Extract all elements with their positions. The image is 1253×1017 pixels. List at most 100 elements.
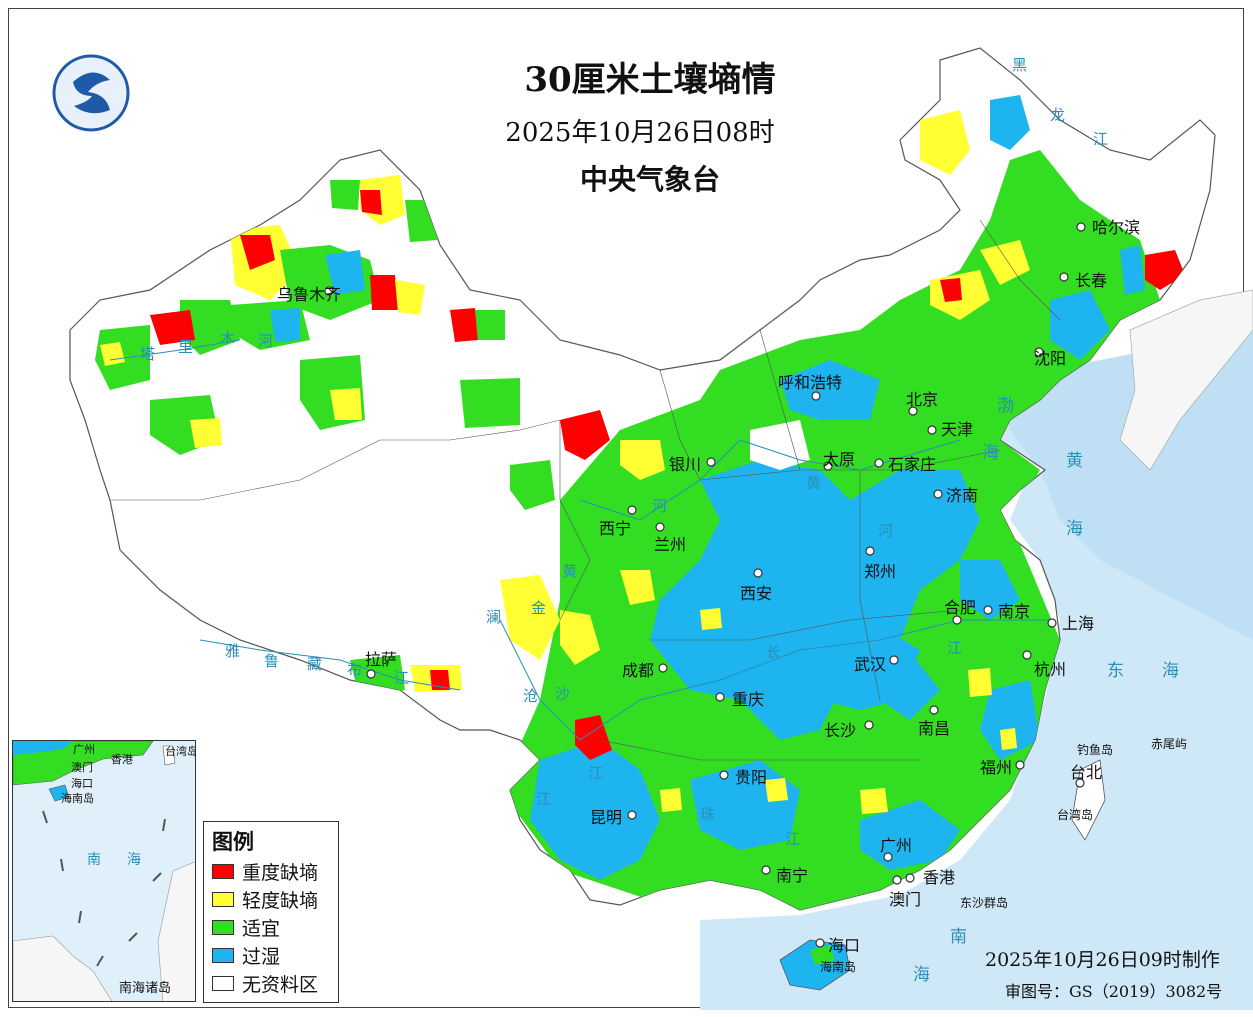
city-shijiazhuang: 石家庄 xyxy=(888,455,937,474)
hainan-suitable xyxy=(810,945,835,965)
inset-hainan: 海南岛 xyxy=(61,792,94,805)
city-macao: 澳门 xyxy=(889,890,922,909)
map-agency: 中央气象台 xyxy=(579,163,720,196)
city-shenyang: 沈阳 xyxy=(1034,349,1067,368)
city-urumqi: 乌鲁木齐 xyxy=(277,285,342,304)
river-jinsha-3: 江 xyxy=(588,764,604,782)
river-yarlung-4: 布 xyxy=(347,661,363,679)
city-hangzhou: 杭州 xyxy=(1034,660,1067,679)
river-heilong-3: 江 xyxy=(1093,130,1109,148)
island-taiwan: 台湾岛 xyxy=(1057,808,1094,822)
drought-light-xj3 xyxy=(395,280,425,315)
city-nanchang: 南昌 xyxy=(918,719,951,738)
drought-light-xj5 xyxy=(100,342,125,366)
legend-swatch-light xyxy=(212,891,234,907)
legend-item-severe: 重度缺墒 xyxy=(212,859,319,884)
river-tarim-1: 塔 xyxy=(140,345,156,363)
legend-swatch-nodata xyxy=(212,975,234,991)
city-changsha: 长沙 xyxy=(824,721,857,740)
city-chongqing: 重庆 xyxy=(732,690,765,709)
island-diaoyu: 钓鱼岛 xyxy=(1077,743,1114,757)
city-nanning: 南宁 xyxy=(776,866,809,885)
city-yinchuan: 银川 xyxy=(669,455,702,474)
drought-light-xj9 xyxy=(330,388,362,420)
inset-sea-1: 南 xyxy=(87,852,101,868)
river-tarim-2: 里 xyxy=(178,338,194,356)
drought-light-ne1 xyxy=(920,110,970,175)
overwet-xj2 xyxy=(270,308,300,342)
map-datetime: 2025年10月26日08时 xyxy=(505,118,775,148)
overwet-north xyxy=(780,360,880,420)
city-lhasa: 拉萨 xyxy=(365,650,398,669)
sea-nanhai-1: 南 xyxy=(950,927,967,947)
island-chiwei: 赤尾屿 xyxy=(1151,737,1188,751)
river-yangtze-1: 长 xyxy=(766,643,782,661)
suitable-xj1 xyxy=(330,180,360,210)
province-borders xyxy=(110,219,1061,761)
drought-light-sichuan2 xyxy=(560,610,600,665)
inset-haikou: 海口 xyxy=(71,777,93,790)
overwet-wuhan xyxy=(800,620,920,710)
city-jinan: 济南 xyxy=(946,486,979,505)
legend-label-severe: 重度缺墒 xyxy=(242,861,319,884)
legend-item-overwet: 过湿 xyxy=(212,943,281,968)
river-heilong-1: 黑 xyxy=(1012,56,1028,74)
river-yarlung-2: 鲁 xyxy=(264,652,280,670)
city-changchun: 长春 xyxy=(1075,271,1108,290)
sea-nanhai-2: 海 xyxy=(913,965,930,985)
river-lancang-1: 澜 xyxy=(486,608,502,626)
overwet-jilin xyxy=(1120,245,1145,295)
suitable-qinghai xyxy=(510,460,555,510)
city-taiyuan: 太原 xyxy=(823,450,856,469)
nodata-north xyxy=(750,420,810,470)
produced-time: 2025年10月26日09时制作 xyxy=(985,949,1220,971)
inset-macao: 澳门 xyxy=(71,761,93,774)
river-yangtze-2: 江 xyxy=(947,639,963,657)
drought-light-s3 xyxy=(765,778,788,802)
rivers xyxy=(109,339,1050,741)
map-title: 30厘米土壤墒情 xyxy=(524,60,776,100)
city-zhengzhou: 郑州 xyxy=(864,562,897,581)
island-hainan: 海南岛 xyxy=(820,960,857,974)
drought-light-s1 xyxy=(700,608,722,630)
suitable-xj7 xyxy=(475,310,505,340)
inset-sea-2: 海 xyxy=(127,852,141,868)
city-haikou: 海口 xyxy=(828,936,861,955)
overwet-yunnan xyxy=(530,740,660,880)
river-heilong-2: 龙 xyxy=(1050,106,1066,124)
legend-label-nodata: 无资料区 xyxy=(242,973,319,996)
inset-guangzhou: 广州 xyxy=(73,743,95,756)
river-pearl-2: 江 xyxy=(785,830,801,848)
suitable-xj2 xyxy=(405,200,438,242)
legend-item-nodata: 无资料区 xyxy=(212,971,319,996)
river-yellow-4: 河 xyxy=(878,522,894,540)
inset-taiwan: 台湾岛 xyxy=(165,745,196,758)
korea-land xyxy=(1119,289,1253,471)
river-yarlung-3: 藏 xyxy=(307,655,323,673)
suitable-gansu xyxy=(460,378,520,428)
drought-severe-ne xyxy=(1145,250,1185,290)
suitable-xj4 xyxy=(180,300,240,355)
drought-severe-xj3 xyxy=(370,275,398,310)
legend-label-overwet: 过湿 xyxy=(242,945,281,968)
legend-label-suitable: 适宜 xyxy=(242,917,281,940)
sea-bohai-2: 海 xyxy=(982,443,999,463)
city-tianjin: 天津 xyxy=(941,420,974,439)
drought-light-ne3 xyxy=(980,240,1030,285)
city-taibei: 台北 xyxy=(1070,763,1103,782)
river-lancang-2: 沧 xyxy=(523,687,539,705)
river-jinsha-2: 沙 xyxy=(555,685,571,703)
drought-severe-yunnan xyxy=(575,715,612,760)
overwet-liaoning xyxy=(1050,290,1110,360)
city-wuhan: 武汉 xyxy=(854,655,887,674)
river-tarim-3: 木 xyxy=(220,329,236,347)
city-markers xyxy=(324,222,1086,948)
city-nanjing: 南京 xyxy=(998,602,1031,621)
drought-severe-tibet xyxy=(430,670,450,690)
river-yarlung-5: 江 xyxy=(394,669,410,687)
approval-number: 审图号：GS（2019）3082号 xyxy=(1005,982,1223,1001)
drought-light-s6 xyxy=(1000,728,1017,750)
drought-light-ningxia xyxy=(620,440,665,480)
city-hefei: 合肥 xyxy=(944,598,977,617)
sea-bohai-1: 渤 xyxy=(997,396,1014,416)
